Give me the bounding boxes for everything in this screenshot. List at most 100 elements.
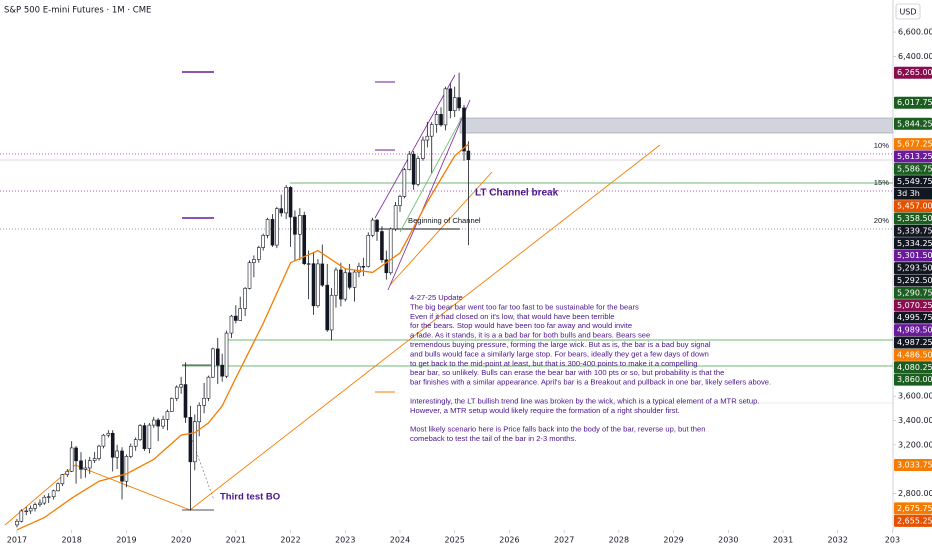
candle-body bbox=[124, 456, 129, 482]
price-badge-label: 3,860.00 bbox=[897, 375, 932, 384]
candle-body bbox=[416, 158, 420, 185]
note-line: tremendous buying pressure, forming the … bbox=[410, 340, 711, 349]
level-label: 20% bbox=[874, 216, 889, 225]
x-tick-label: 2028 bbox=[609, 536, 629, 545]
candle-body bbox=[425, 135, 430, 141]
candle-body bbox=[97, 445, 101, 459]
candle-body bbox=[316, 263, 320, 307]
price-badge-label: 5,844.25 bbox=[897, 119, 932, 128]
price-badge-label: 5,070.25 bbox=[897, 301, 932, 310]
annotations: 10% 15% 20% LT Channel break Beginning of Ch… bbox=[220, 141, 889, 503]
price-badge bbox=[894, 324, 932, 337]
price-badge-label: 2,655.25 bbox=[897, 516, 932, 525]
countdown-box bbox=[894, 187, 932, 200]
candle-body bbox=[83, 467, 88, 470]
price-badge-label: 4,987.25 bbox=[897, 338, 932, 347]
candle-body bbox=[220, 364, 224, 377]
note-line: to get back to the mid-point at least, b… bbox=[410, 359, 697, 368]
candle-body bbox=[452, 97, 457, 112]
candle-body bbox=[183, 384, 188, 418]
x-tick-label: 2019 bbox=[116, 536, 136, 545]
candle-body bbox=[384, 259, 389, 274]
candle-body bbox=[370, 219, 375, 236]
price-badge bbox=[894, 336, 932, 349]
candle-body bbox=[56, 483, 60, 492]
price-badge-label: 5,586.75 bbox=[897, 164, 932, 173]
candle-body bbox=[325, 284, 330, 331]
x-tick-label: 2021 bbox=[226, 536, 246, 545]
candle-body bbox=[238, 308, 243, 321]
candle-body bbox=[252, 259, 256, 263]
trend-line bbox=[4, 464, 191, 526]
candle-body bbox=[270, 219, 275, 246]
price-badge-label: 6,265.00 bbox=[897, 68, 932, 77]
candle-body bbox=[211, 348, 215, 378]
candle-body bbox=[265, 219, 270, 236]
price-badge bbox=[894, 348, 932, 361]
callout: Beginning of Channel bbox=[408, 216, 481, 225]
level-label: 10% bbox=[874, 141, 889, 150]
y-tick-label: 6,400.00 bbox=[898, 52, 932, 61]
price-badge bbox=[894, 274, 932, 287]
note-line: bear bar, so unlikely. Bulls can erase t… bbox=[410, 368, 724, 377]
candle-body bbox=[279, 208, 284, 214]
candle-body bbox=[92, 458, 97, 461]
candle-body bbox=[229, 315, 234, 334]
candle-body bbox=[439, 114, 443, 126]
candle-body bbox=[206, 376, 211, 399]
candle-body bbox=[284, 187, 288, 214]
candle-body bbox=[357, 266, 361, 273]
note-line: The big bear bar went too far too fast t… bbox=[410, 302, 639, 311]
callout: Third test BO bbox=[220, 492, 280, 503]
candle-body bbox=[101, 434, 106, 447]
x-tick-label: 2025 bbox=[445, 536, 465, 545]
x-tick-label: 2022 bbox=[280, 536, 300, 545]
x-tick-label: 2030 bbox=[718, 536, 738, 545]
moving-average bbox=[16, 143, 469, 531]
candle-body bbox=[361, 266, 366, 268]
candle-body bbox=[352, 271, 357, 288]
candle-body bbox=[398, 196, 402, 206]
candle-body bbox=[179, 384, 183, 388]
price-badge-label: 5,677.25 bbox=[897, 140, 932, 149]
price-badge-label: 3,033.75 bbox=[897, 460, 932, 469]
candle-body bbox=[462, 107, 466, 152]
note-line: and bulls would face a similarly large s… bbox=[410, 349, 709, 358]
candle-body bbox=[215, 348, 220, 366]
y-tick-label: 3,400.00 bbox=[898, 416, 932, 425]
candle-body bbox=[51, 490, 56, 498]
candle-body bbox=[402, 169, 407, 197]
price-badge-label: 5,457.00 bbox=[897, 202, 932, 211]
note-line: Even if it had closed on it's low, that … bbox=[410, 312, 615, 321]
price-badge bbox=[894, 502, 932, 515]
channel-line bbox=[399, 109, 467, 233]
candle-body bbox=[147, 424, 152, 449]
candle-body bbox=[133, 439, 138, 447]
candle-body bbox=[407, 153, 412, 171]
price-badge bbox=[894, 361, 932, 374]
x-tick-label: 2024 bbox=[390, 536, 410, 545]
candle-body bbox=[15, 520, 19, 526]
candle-body bbox=[261, 235, 265, 248]
candle-body bbox=[275, 208, 279, 246]
note-line: Most likely scenario here is Price falls… bbox=[410, 425, 705, 434]
y-tick-label: 2,800.00 bbox=[898, 489, 932, 498]
x-tick-label: 2026 bbox=[499, 536, 519, 545]
x-tick-label: 2027 bbox=[554, 536, 574, 545]
candle-body bbox=[457, 97, 461, 109]
y-tick-label: 6,600.00 bbox=[898, 28, 932, 37]
price-badge bbox=[894, 311, 932, 324]
candle-body bbox=[434, 114, 439, 125]
candle-body bbox=[138, 425, 142, 440]
candle-body bbox=[42, 496, 47, 504]
note-line: Interestingly, the LT bullish trend line… bbox=[410, 396, 759, 405]
countdown: 3d 3h bbox=[897, 189, 920, 198]
candle-body bbox=[306, 263, 311, 265]
trend-line bbox=[189, 144, 661, 511]
x-tick-label: 2029 bbox=[663, 536, 683, 545]
candle-body bbox=[128, 445, 133, 457]
price-badge-label: 5,290.75 bbox=[897, 288, 932, 297]
price-badge bbox=[894, 458, 932, 471]
candle-body bbox=[142, 425, 147, 449]
